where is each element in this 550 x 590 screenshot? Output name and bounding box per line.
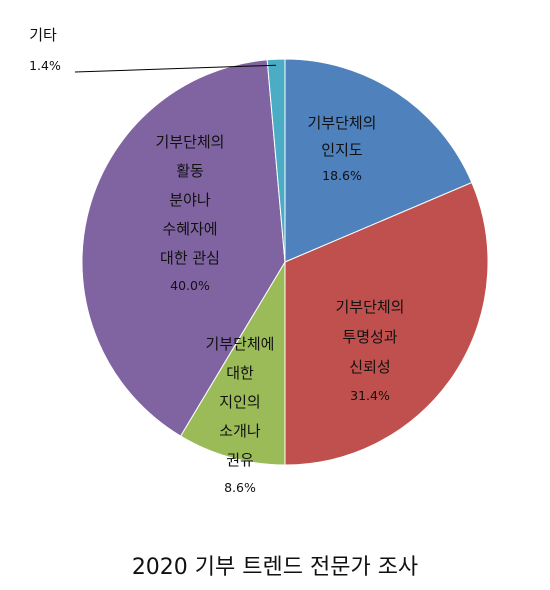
pie-slice-transparency (284, 181, 489, 466)
pie-slice-referral (179, 260, 286, 466)
slice-label-interest: 분야나 (169, 191, 211, 209)
slice-label-transparency: 투명성과 (342, 328, 397, 346)
pie-slice-awareness (284, 58, 473, 263)
slice-label-interest: 대한 관심 (160, 249, 220, 267)
slice-label-interest: 수혜자에 (162, 220, 217, 238)
slice-label-awareness: 기부단체의 (307, 114, 376, 132)
slice-value-label-interest: 40.0% (170, 278, 210, 293)
slice-value-label-transparency: 31.4% (350, 388, 390, 403)
slice-label-referral: 권유 (226, 451, 254, 469)
slice-label-referral: 기부단체에 (205, 335, 274, 353)
slice-label-awareness: 인지도 (321, 141, 363, 159)
slice-value-label-other: 1.4% (29, 58, 61, 73)
slice-label-referral: 대한 (226, 364, 254, 382)
slice-label-transparency: 기부단체의 (335, 298, 404, 316)
pie-slices (81, 58, 489, 466)
slice-label-interest: 기부단체의 (155, 133, 224, 151)
slice-value-label-awareness: 18.6% (322, 168, 362, 183)
pie-slice-interest (81, 59, 286, 437)
pie-labels: 기부단체의인지도18.6%기부단체의투명성과신뢰성31.4%기부단체에대한지인의… (29, 26, 404, 495)
pie-slice-other (266, 58, 286, 263)
slice-label-referral: 소개나 (219, 422, 261, 440)
slice-label-transparency: 신뢰성 (349, 358, 390, 376)
slice-value-label-referral: 8.6% (224, 480, 256, 495)
slice-label-interest: 활동 (176, 162, 204, 180)
slice-label-other: 기타 (29, 26, 57, 44)
slice-label-referral: 지인의 (219, 393, 260, 411)
leader-line-other (74, 64, 277, 73)
chart-title: 2020 기부 트렌드 전문가 조사 (132, 555, 418, 580)
